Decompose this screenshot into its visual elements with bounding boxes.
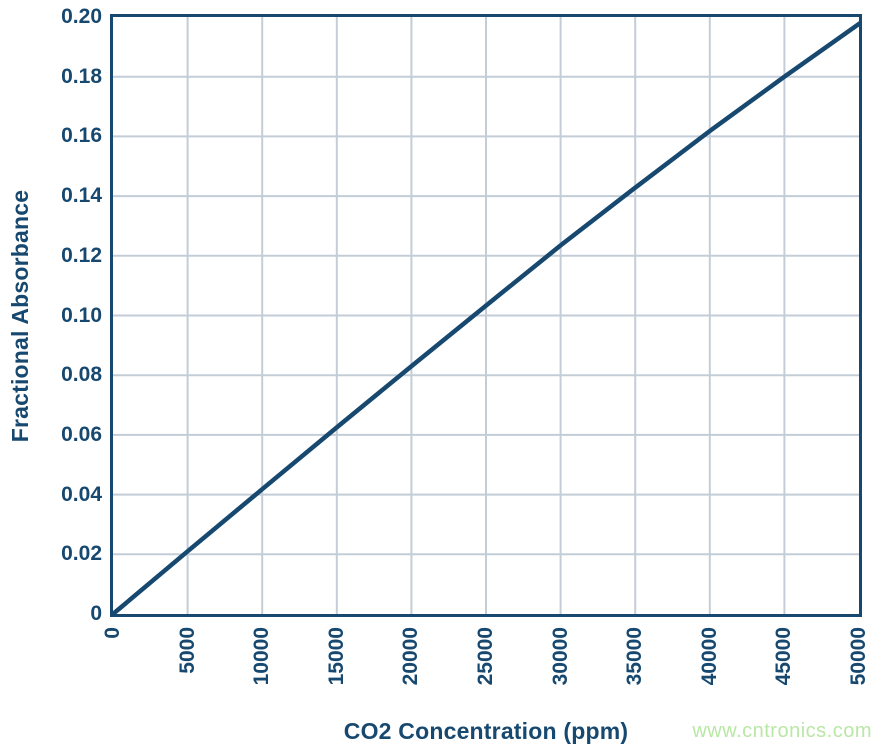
x-tick-label: 35000 (623, 627, 647, 686)
plot-area (110, 14, 862, 617)
x-tick-label: 30000 (548, 627, 572, 686)
y-tick-label: 0 (90, 602, 102, 625)
x-tick-label: 25000 (474, 627, 497, 686)
watermark: www.cntronics.com (692, 720, 872, 742)
x-tick-label: 45000 (772, 627, 796, 686)
y-tick-label: 0.16 (61, 124, 102, 148)
x-tick-label: 15000 (324, 627, 348, 686)
x-tick-label: 20000 (399, 627, 423, 686)
y-tick-label: 0.10 (61, 303, 102, 327)
data-line (113, 21, 859, 614)
y-tick-label: 0.02 (61, 542, 102, 566)
y-tick-label: 0.04 (61, 482, 102, 506)
y-tick-label: 0.18 (61, 64, 102, 88)
y-tick-label: 0.14 (61, 184, 102, 208)
x-tick-label: 50000 (847, 627, 870, 686)
y-tick-label: 0.20 (61, 5, 102, 28)
y-tick-label: 0.12 (61, 243, 102, 267)
y-tick-label: 0.06 (61, 422, 102, 446)
x-tick-label: 10000 (250, 627, 274, 686)
x-tick-label: 0 (101, 627, 124, 639)
y-tick-label: 0.08 (61, 363, 102, 387)
chart-canvas (113, 17, 859, 614)
x-tick-label: 40000 (697, 627, 721, 686)
x-tick-label: 5000 (175, 627, 199, 674)
x-axis-title: CO2 Concentration (ppm) (343, 718, 629, 744)
